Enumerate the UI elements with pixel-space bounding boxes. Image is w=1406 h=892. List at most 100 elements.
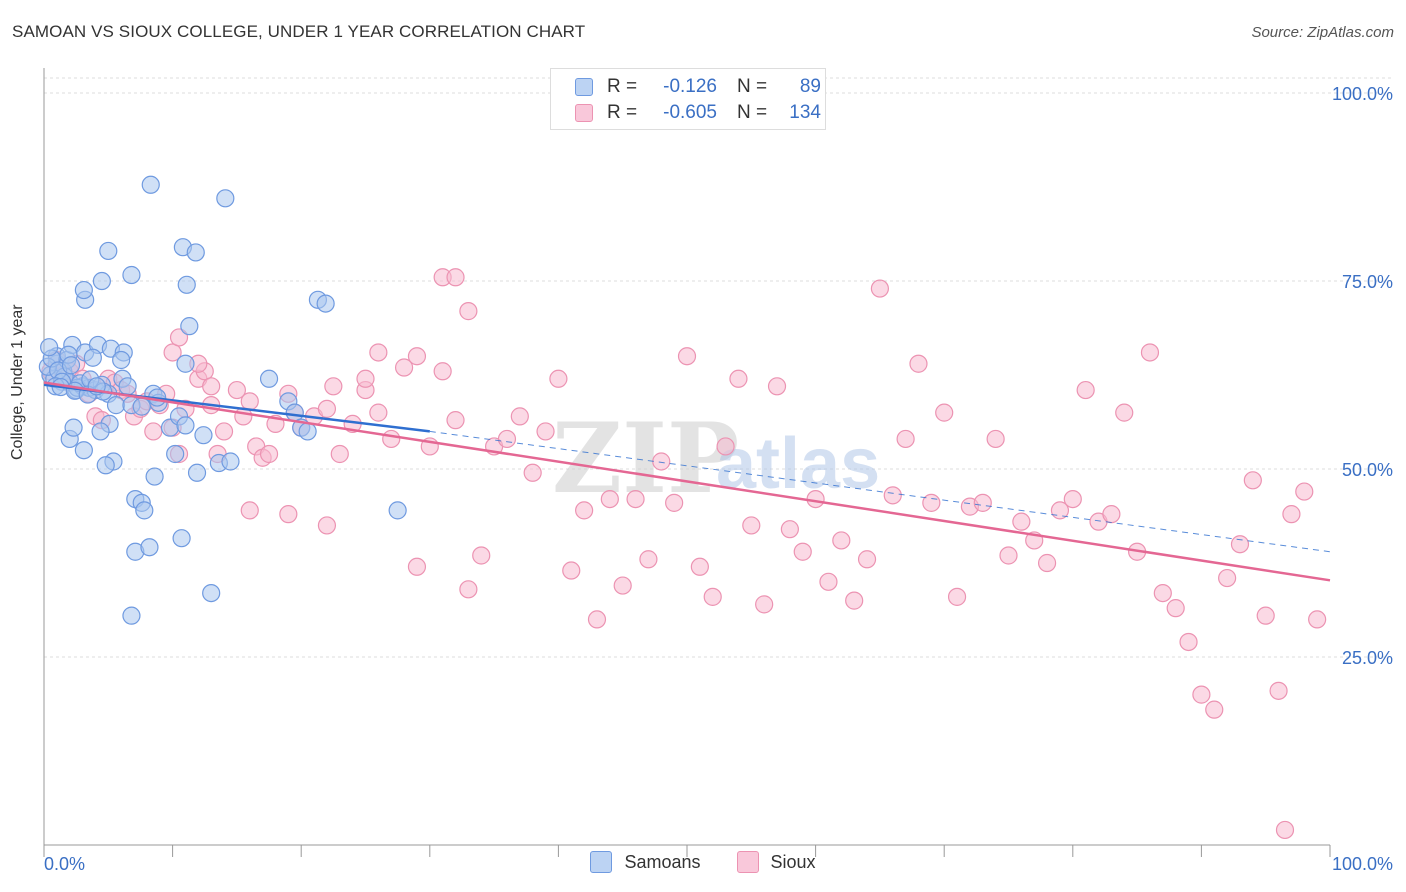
y-tick-label: 75.0% [1342, 272, 1393, 292]
sioux-point [613, 576, 632, 595]
sioux-point [973, 493, 992, 512]
sioux-point [214, 422, 234, 441]
sioux-point [677, 347, 697, 366]
samoans-point [83, 348, 102, 367]
sioux-point [144, 422, 163, 441]
sioux-point [1037, 553, 1057, 573]
sioux-point [1140, 343, 1160, 362]
sioux-point [1179, 632, 1198, 652]
sioux-point [1115, 403, 1134, 422]
watermark-atlas: atlas [716, 424, 880, 504]
sioux-point [1012, 512, 1031, 531]
samoans-point [74, 280, 93, 300]
sioux-trend-line [43, 381, 1331, 582]
sioux-point [935, 403, 954, 422]
sioux-point [382, 429, 401, 449]
sioux-point [665, 493, 684, 512]
sioux-point [742, 516, 761, 535]
samoans-point [172, 529, 191, 548]
samoans-point [221, 452, 240, 471]
sioux-point [259, 444, 279, 464]
samoans-point [122, 606, 141, 625]
legend-item-sioux[interactable]: Sioux [736, 851, 816, 873]
samoans-point [180, 317, 199, 336]
series-sioux [41, 268, 1327, 840]
sioux-point [1063, 489, 1082, 509]
samoans-point [285, 403, 304, 422]
sioux-point [1282, 505, 1301, 524]
samoans-point [176, 354, 195, 373]
samoans-point [112, 350, 131, 370]
samoans-point [118, 377, 137, 396]
sioux-point [909, 354, 928, 373]
sioux-point [857, 550, 877, 569]
sioux-point [922, 493, 941, 512]
samoans-point [216, 189, 235, 208]
sioux-point [690, 557, 709, 576]
sioux-point [169, 328, 189, 347]
sioux-point [652, 452, 671, 471]
samoans-point [194, 426, 213, 445]
sioux-point [587, 610, 607, 629]
stats-legend: R = -0.126 N = 89 R = -0.605 N = 134 [550, 68, 826, 130]
legend-label-sioux: Sioux [770, 851, 816, 872]
sioux-point [716, 437, 735, 456]
source-credit: Source: ZipAtlas.com [1251, 24, 1394, 41]
samoans-swatch [575, 78, 593, 96]
stats-row-sioux: R = -0.605 N = 134 [575, 101, 821, 125]
samoans-point [176, 416, 195, 435]
sioux-point [1308, 610, 1327, 629]
sioux-point [1295, 482, 1314, 501]
sioux-point [600, 489, 619, 509]
sioux-point [369, 343, 388, 362]
chart-title: SAMOAN VS SIOUX COLLEGE, UNDER 1 YEAR CO… [12, 22, 586, 41]
legend-item-samoans[interactable]: Samoans [590, 851, 701, 873]
sioux-point [240, 392, 259, 411]
sioux-point [870, 279, 890, 298]
sioux-point [626, 489, 645, 509]
sioux-point [780, 520, 799, 539]
sioux-point [472, 546, 491, 565]
x-tick-label: 0.0% [44, 854, 85, 874]
samoans-point [92, 271, 111, 291]
samoans-point [135, 501, 154, 520]
n-label: N = [737, 102, 768, 123]
r-value: -0.126 [663, 76, 717, 97]
sioux-point [1205, 700, 1224, 719]
samoans-point [145, 467, 164, 486]
sioux-point [324, 377, 343, 396]
r-label: R = [607, 76, 638, 97]
x-tick-label: 100.0% [1332, 854, 1393, 874]
sioux-point [755, 595, 774, 614]
sioux-point [446, 268, 465, 287]
n-label: N = [737, 76, 768, 97]
samoans-point [106, 396, 126, 415]
y-tick-label: 100.0% [1332, 84, 1393, 104]
sioux-point [356, 369, 375, 388]
y-tick-label: 25.0% [1342, 648, 1393, 668]
sioux-point [459, 302, 478, 321]
sioux-swatch [575, 104, 593, 122]
sioux-point [703, 587, 722, 606]
sioux-point [459, 580, 478, 599]
samoans-point [99, 241, 118, 261]
sioux-point [1192, 685, 1211, 704]
sioux-point [279, 505, 298, 524]
sioux-point [394, 358, 414, 377]
sioux-point [729, 369, 748, 388]
sioux-point [1256, 606, 1275, 625]
samoans-point [166, 444, 185, 464]
samoans-point [141, 175, 160, 194]
samoans-swatch [590, 851, 613, 873]
legend-label-samoans: Samoans [624, 851, 701, 872]
samoans-point [187, 463, 207, 482]
sioux-point [163, 343, 182, 362]
samoans-point [202, 583, 221, 603]
sioux-point [819, 572, 838, 591]
samoans-point [140, 538, 159, 557]
samoans-trend-extension [429, 430, 1331, 553]
sioux-point [1269, 681, 1288, 700]
stats-row-samoans: R = -0.126 N = 89 [575, 75, 821, 99]
samoans-point [259, 369, 279, 388]
